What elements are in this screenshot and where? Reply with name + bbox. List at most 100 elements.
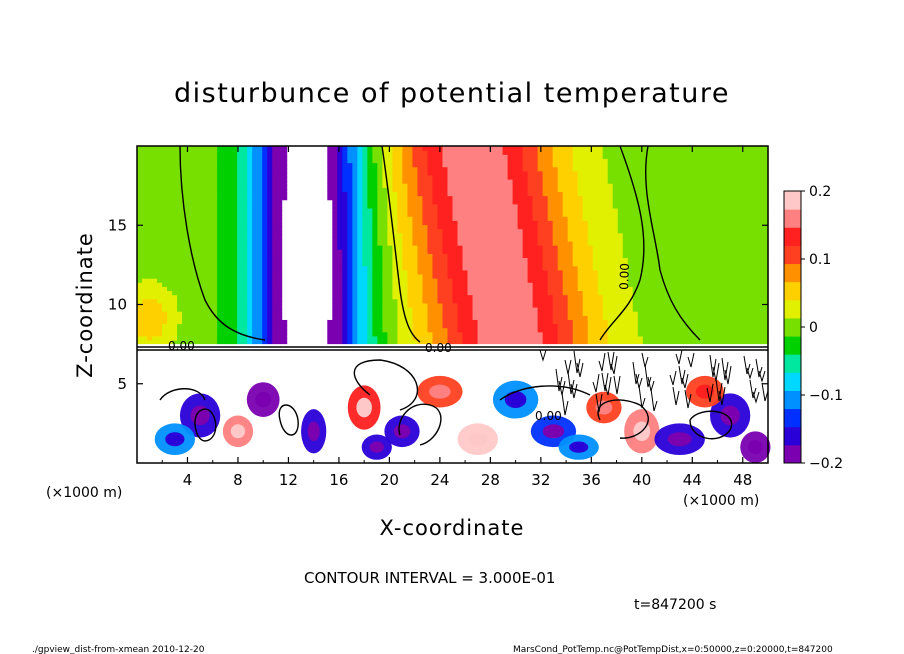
field-cell [222,298,228,304]
field-cell [487,335,494,341]
field-cell [572,327,579,333]
field-cell [532,294,539,300]
field-cell [602,146,609,151]
field-cell [292,282,298,287]
field-cell [357,331,363,337]
field-cell [187,224,193,230]
field-cell [572,166,579,172]
field-cell [282,162,288,168]
field-cell [547,158,554,164]
field-cell [262,298,268,304]
field-cell [347,207,353,213]
field-cell [547,323,554,329]
field-cell [477,187,484,193]
field-cell [562,179,569,184]
field-cell [252,203,258,209]
field-cell [467,179,474,184]
field-cell [137,154,143,159]
field-cell [437,298,444,304]
field-cell [507,298,514,304]
field-cell [387,273,394,279]
field-cell [437,240,444,246]
field-cell [562,183,569,188]
field-cell [327,174,333,180]
field-cell [352,323,358,329]
field-cell [612,207,619,213]
field-cell [622,323,629,329]
field-cell [487,302,494,308]
field-cell [167,269,173,275]
field-cell [497,278,504,283]
field-cell [577,150,584,155]
field-cell [592,158,599,164]
field-cell [532,290,539,296]
field-cell [247,203,253,209]
field-cell [262,261,268,267]
field-cell [492,195,499,201]
field-cell [452,220,459,226]
field-cell [487,269,494,275]
field-cell [217,191,223,197]
field-cell [327,261,333,267]
field-cell [212,199,218,205]
field-cell [457,319,464,325]
field-cell [637,203,644,209]
field-cell [442,302,449,308]
field-cell [547,203,554,209]
field-cell [232,290,238,296]
field-cell [457,290,464,296]
field-cell [387,315,394,320]
field-cell [312,216,318,221]
field-cell [162,302,168,308]
field-cell [412,302,419,308]
field-cell [597,220,604,226]
field-cell [497,199,504,205]
field-cell [147,257,153,263]
field-cell [467,245,474,250]
field-cell [572,273,579,279]
field-cell [607,257,614,263]
field-cell [362,253,368,259]
field-cell [267,257,273,263]
field-cell [442,327,449,333]
field-cell [602,154,609,159]
field-cell [317,216,323,221]
field-cell [612,315,619,320]
field-cell [607,232,614,238]
field-cell [472,240,479,246]
field-cell [472,166,479,172]
field-cell [152,339,158,345]
field-cell [202,257,208,263]
field-cell [462,302,469,308]
field-cell [517,240,524,246]
field-cell [472,224,479,230]
field-cell [512,191,519,197]
field-cell [572,174,579,180]
field-cell [367,199,373,205]
field-cell [367,216,373,221]
field-cell [357,162,363,168]
field-cell [207,212,213,217]
field-cell [227,282,233,287]
field-cell [192,319,198,325]
field-cell [287,339,293,345]
field-cell [542,245,549,250]
field-cell [507,162,514,168]
field-cell [522,302,529,308]
field-cell [447,187,454,193]
field-cell [307,236,313,242]
field-cell [307,150,313,155]
field-cell [312,220,318,226]
field-cell [242,232,248,238]
field-cell [547,290,554,296]
field-cell [382,315,388,320]
field-cell [352,232,358,238]
field-cell [152,249,158,254]
field-cell [207,265,213,271]
field-cell [207,290,213,296]
field-cell [172,319,178,325]
field-cell [197,183,203,188]
field-cell [212,158,218,164]
field-cell [212,298,218,304]
field-cell [312,273,318,279]
